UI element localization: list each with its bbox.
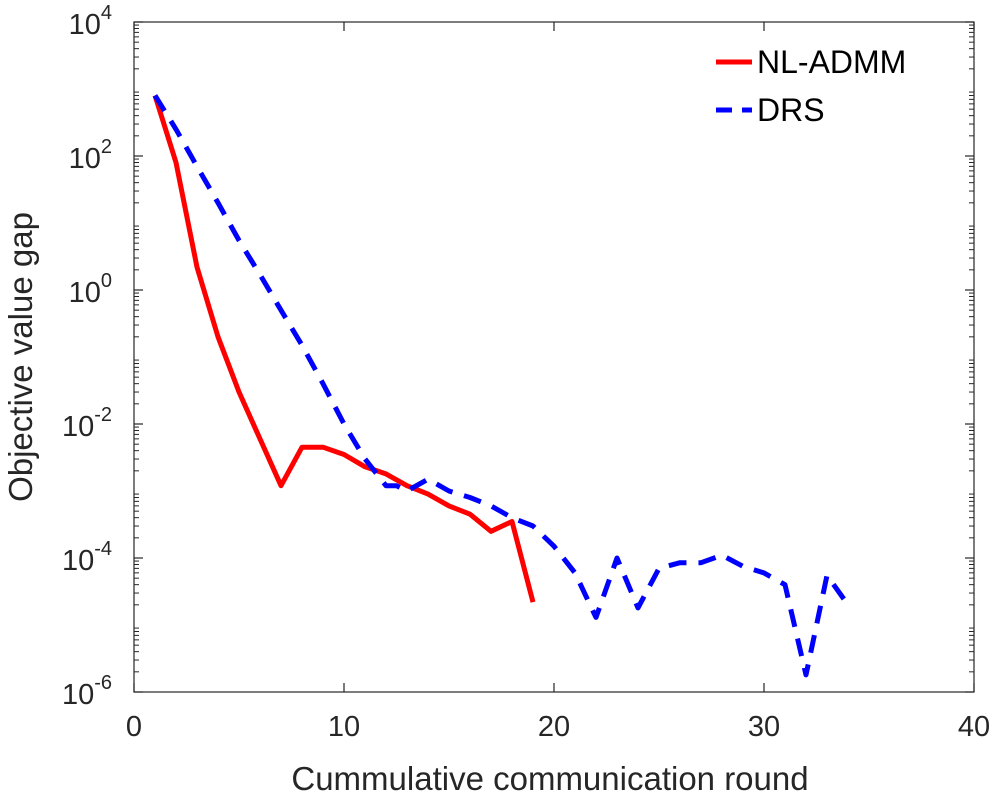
y-tick-base: 10	[69, 143, 101, 175]
x-tick-label: 0	[126, 711, 142, 743]
y-tick-base: 10	[69, 277, 101, 309]
legend: NL-ADMM DRS	[716, 44, 906, 128]
plot-area	[133, 21, 975, 693]
legend-label-nl-admm: NL-ADMM	[757, 44, 906, 80]
series-layer	[152, 94, 851, 678]
y-tick-exponent: -4	[94, 538, 112, 560]
y-tick-label: 102	[69, 136, 112, 175]
x-tick-label: 40	[958, 711, 990, 743]
series-line-nl-admm	[152, 94, 536, 603]
x-tick-label: 30	[748, 711, 780, 743]
x-axis-ticks: 0 10 20 30 40	[126, 22, 990, 743]
y-tick-exponent: -2	[94, 404, 112, 426]
y-tick-exponent: 0	[101, 270, 112, 292]
y-tick-base: 10	[69, 9, 101, 41]
y-tick-label: 100	[69, 270, 112, 309]
y-tick-exponent: 4	[101, 2, 112, 24]
y-tick-label: 10-6	[62, 672, 112, 711]
legend-label-drs: DRS	[757, 92, 825, 128]
y-axis-label: Objective value gap	[2, 212, 39, 502]
y-tick-label: 10-4	[62, 538, 112, 577]
y-tick-exponent: -6	[94, 672, 112, 694]
y-tick-label: 104	[69, 2, 112, 41]
x-axis-label: Cummulative communication round	[291, 760, 808, 796]
series-line-drs	[152, 94, 851, 678]
y-tick-exponent: 2	[101, 136, 112, 158]
y-tick-base: 10	[62, 545, 94, 577]
y-tick-base: 10	[62, 679, 94, 711]
x-tick-label: 20	[538, 711, 570, 743]
y-tick-base: 10	[62, 411, 94, 443]
y-tick-label: 10-2	[62, 404, 112, 443]
x-tick-label: 10	[328, 711, 360, 743]
